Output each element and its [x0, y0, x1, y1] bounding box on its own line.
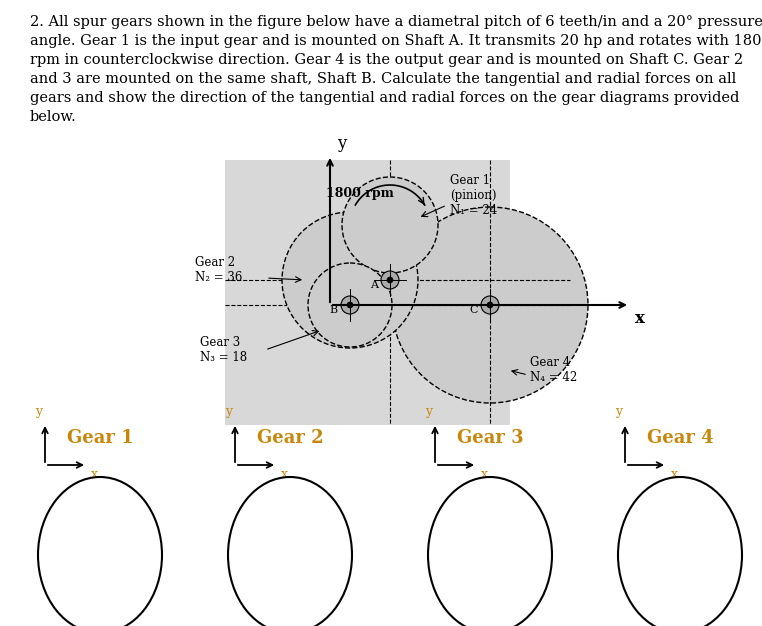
- Text: Gear 2: Gear 2: [257, 429, 323, 447]
- Circle shape: [308, 263, 392, 347]
- Text: B: B: [330, 305, 338, 315]
- Text: x: x: [281, 468, 288, 481]
- Text: Gear 2
N₂ = 36: Gear 2 N₂ = 36: [195, 256, 242, 284]
- Circle shape: [481, 296, 499, 314]
- Text: x: x: [481, 468, 488, 481]
- Text: A: A: [370, 280, 378, 290]
- Text: Gear 4: Gear 4: [647, 429, 713, 447]
- Circle shape: [381, 271, 399, 289]
- Bar: [225, 160, 510, 425]
- Circle shape: [341, 296, 359, 314]
- Text: Gear 4
N₄ = 42: Gear 4 N₄ = 42: [530, 356, 578, 384]
- Circle shape: [342, 177, 438, 273]
- Text: x: x: [91, 468, 98, 481]
- Circle shape: [347, 302, 353, 308]
- Text: Gear 3
N₃ = 18: Gear 3 N₃ = 18: [200, 336, 247, 364]
- Text: y: y: [337, 135, 347, 152]
- Circle shape: [487, 302, 493, 308]
- Circle shape: [392, 207, 588, 403]
- Circle shape: [282, 212, 418, 348]
- Text: y: y: [615, 405, 622, 418]
- Text: Gear 3: Gear 3: [456, 429, 523, 447]
- Circle shape: [387, 277, 393, 283]
- Text: y: y: [425, 405, 432, 418]
- Text: y: y: [225, 405, 232, 418]
- Text: Gear 1: Gear 1: [67, 429, 133, 447]
- Text: Gear 1
(pinion)
N₁ = 24: Gear 1 (pinion) N₁ = 24: [450, 173, 498, 217]
- Text: 2. All spur gears shown in the figure below have a diametral pitch of 6 teeth/in: 2. All spur gears shown in the figure be…: [30, 15, 762, 124]
- Text: x: x: [635, 310, 645, 327]
- Text: y: y: [35, 405, 42, 418]
- Text: C: C: [469, 305, 478, 315]
- Text: x: x: [671, 468, 678, 481]
- Text: 1800 rpm: 1800 rpm: [326, 187, 394, 200]
